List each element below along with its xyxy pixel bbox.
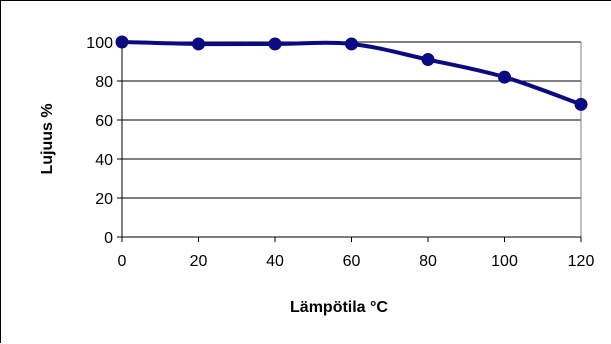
y-tick-label: 20: [95, 191, 113, 208]
data-point: [345, 37, 358, 51]
y-tick-label: 80: [95, 74, 113, 91]
y-tick-label: 0: [104, 230, 113, 247]
data-point: [574, 97, 588, 111]
axes: [117, 41, 582, 242]
x-tick-label: 0: [118, 253, 127, 270]
series-line: [121, 40, 582, 107]
data-point: [421, 53, 435, 67]
data-point: [115, 35, 129, 49]
x-tick-label: 120: [568, 253, 595, 270]
y-axis-title: Lujuus %: [39, 103, 56, 174]
gridlines: [122, 41, 581, 199]
tick-labels: 0 20 40 60 80 100 0 20 40 60 80 100 120: [86, 35, 594, 270]
series-layer: [115, 35, 588, 111]
y-tick-label: 40: [95, 152, 113, 169]
y-tick-label: 60: [95, 113, 113, 130]
x-tick-label: 100: [491, 253, 518, 270]
data-point: [498, 70, 511, 84]
x-axis-title: Lämpötila °C: [290, 299, 388, 316]
x-tick-label: 60: [343, 253, 361, 270]
x-tick-label: 40: [266, 253, 284, 270]
y-tick-label: 100: [86, 35, 113, 52]
x-tick-label: 20: [190, 253, 208, 270]
data-point: [192, 37, 205, 51]
data-point: [268, 37, 282, 51]
x-tick-label: 80: [419, 253, 437, 270]
